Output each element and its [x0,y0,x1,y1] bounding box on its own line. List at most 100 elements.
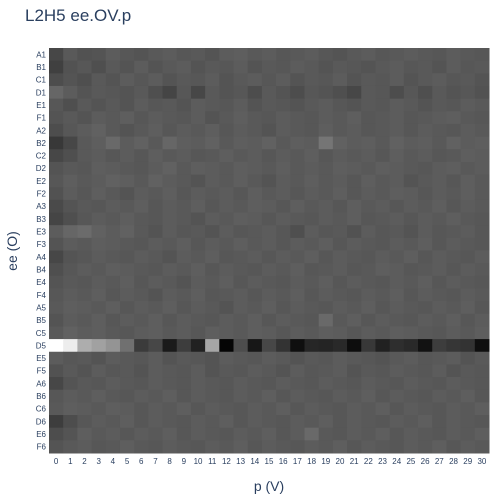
x-tick-label: 25 [406,457,415,466]
x-tick-label: 16 [279,457,288,466]
heatmap-cell [134,389,149,403]
heatmap-cell [119,351,135,365]
heatmap-cell [375,123,391,138]
heatmap-cell [91,339,107,353]
heatmap-cell [304,351,320,365]
heatmap-cell [148,364,164,378]
heatmap-cell [162,250,178,264]
heatmap-cell [219,440,235,454]
heatmap-cell [474,136,490,150]
heatmap-cell [91,174,107,188]
heatmap-cell [148,199,164,214]
heatmap-cell [91,377,107,391]
heatmap-cell [332,377,348,391]
heatmap-cell [205,275,220,289]
heatmap-cell [332,187,348,201]
y-tick-label: F2 [37,190,47,199]
heatmap-cell [190,149,206,163]
heatmap-cell [176,440,192,454]
heatmap-cell [290,225,305,239]
heatmap-cell [190,136,206,150]
heatmap-cell [119,187,135,201]
heatmap-cell [432,174,447,188]
heatmap-cell [247,212,263,226]
y-tick-label: B4 [36,265,46,274]
heatmap-cell [176,250,192,264]
heatmap-cell [205,263,220,277]
heatmap-cell [446,187,462,201]
heatmap-cell [162,225,178,239]
heatmap-cell [91,301,107,315]
heatmap-cell [432,326,447,340]
heatmap-cell [233,326,249,340]
heatmap-cell [162,174,178,188]
heatmap-cell [290,250,305,264]
heatmap-cell [347,275,362,289]
heatmap-cell [119,199,135,214]
heatmap-cell [432,377,447,391]
heatmap-cell [219,364,235,378]
heatmap-cell [446,427,462,441]
heatmap-cell [162,48,178,62]
heatmap-cell [119,212,135,226]
heatmap-cell [474,351,490,365]
heatmap-cell [446,149,462,163]
y-tick-label: E2 [36,177,46,186]
heatmap-cell [176,60,192,74]
heatmap-cell [148,98,164,112]
heatmap-cell [474,415,490,429]
heatmap-cell [119,440,135,454]
heatmap-cell [474,237,490,251]
heatmap-cell [77,415,93,429]
heatmap-cell [205,85,220,100]
heatmap-cell [261,237,277,251]
y-tick-label: D1 [36,88,47,97]
heatmap-cell [63,161,78,176]
heatmap-cell [375,48,391,62]
heatmap-cell [176,212,192,226]
x-tick-label: 29 [463,457,472,466]
heatmap-cell [332,98,348,112]
heatmap-cell [233,161,249,176]
heatmap-cell [134,301,149,315]
heatmap-cell [460,174,476,188]
heatmap-cell [105,237,121,251]
heatmap-cell [276,275,291,289]
heatmap-cell [347,174,362,188]
heatmap-cell [389,136,405,150]
heatmap-cell [332,199,348,214]
heatmap-cell [247,263,263,277]
heatmap-cell [49,389,64,403]
heatmap-cell [205,415,220,429]
x-tick-label: 17 [293,457,302,466]
heatmap-cell [460,351,476,365]
heatmap-cell [332,60,348,74]
y-tick-label: C2 [36,152,47,161]
heatmap-cell [49,301,64,315]
heatmap-cell [347,237,362,251]
heatmap-cell [403,313,419,327]
heatmap-cell [190,225,206,239]
heatmap-cell [418,301,433,315]
heatmap-cell [446,73,462,87]
heatmap-cell [134,339,149,353]
x-tick-label: 28 [449,457,458,466]
heatmap-cell [91,389,107,403]
heatmap-cell [176,73,192,87]
heatmap-cell [446,415,462,429]
heatmap-cell [77,225,93,239]
heatmap-cell [304,187,320,201]
y-tick-label: C5 [36,329,47,338]
heatmap-cell [233,288,249,302]
heatmap-cell [418,225,433,239]
heatmap-cell [418,250,433,264]
heatmap-cell [446,161,462,176]
heatmap-cell [290,351,305,365]
heatmap-cell [403,85,419,100]
y-tick-label: B2 [36,139,46,148]
heatmap-cell [375,136,391,150]
heatmap-cell [261,313,277,327]
heatmap-cell [105,288,121,302]
heatmap-cell [474,60,490,74]
heatmap-cell [134,288,149,302]
